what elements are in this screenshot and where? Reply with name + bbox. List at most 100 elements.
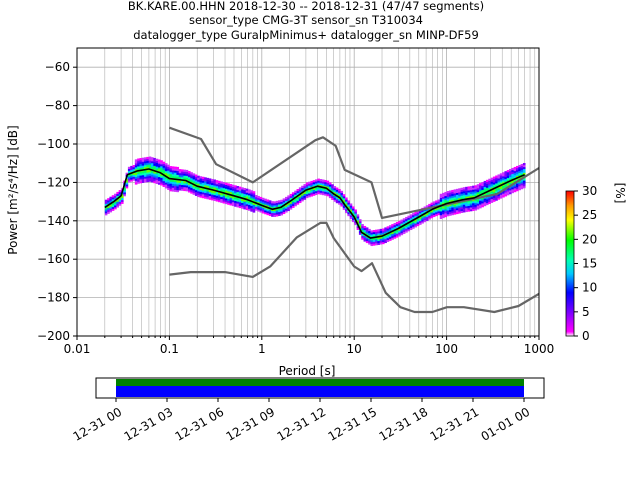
heatmap-cell (303, 186, 307, 189)
heatmap-cell (139, 163, 143, 167)
heatmap-cell (416, 223, 420, 227)
heatmap-cell (137, 158, 140, 161)
heatmap-cell (153, 157, 156, 161)
heatmap-cell (349, 203, 353, 206)
heatmap-cell (227, 200, 230, 203)
heatmap-cell (513, 172, 517, 175)
heatmap-cell (402, 229, 406, 233)
heatmap-cell (453, 198, 457, 202)
heatmap-cell (303, 197, 307, 200)
heatmap-cell (319, 188, 323, 191)
heatmap-cell (178, 171, 182, 174)
heatmap-cell (476, 186, 480, 189)
heatmap-cell (405, 226, 408, 229)
heatmap-cell (388, 238, 392, 241)
heatmap-cell (363, 235, 367, 238)
heatmap-cell (315, 179, 318, 182)
heatmap-cell (495, 183, 498, 186)
heatmap-cell (275, 214, 279, 217)
heatmap-cell (435, 213, 438, 217)
heatmap-cell (518, 182, 521, 185)
heatmap-cell (370, 243, 374, 247)
heatmap-cell (462, 194, 466, 198)
heatmap-cell (208, 197, 212, 200)
heatmap-cell (155, 177, 159, 181)
heatmap-cell (148, 173, 152, 177)
heatmap-cell (120, 193, 124, 197)
heatmap-cell (405, 228, 408, 231)
heatmap-cell (231, 192, 235, 195)
heatmap-cell (349, 207, 353, 210)
heatmap-cell (190, 174, 193, 177)
heatmap-cell (446, 200, 450, 203)
heatmap-cell (204, 181, 207, 184)
heatmap-cell (215, 195, 219, 198)
heatmap-cell (153, 171, 156, 174)
heatmap-cell (208, 180, 212, 183)
heatmap-cell (134, 168, 138, 172)
heatmap-cell (114, 195, 117, 198)
heatmap-cell (340, 202, 344, 205)
heatmap-cell (111, 208, 115, 211)
heatmap-cell (328, 195, 332, 199)
heatmap-cell (181, 175, 184, 178)
heatmap-cell (162, 178, 166, 182)
heatmap-cell (164, 180, 168, 183)
heatmap-cell (213, 181, 216, 184)
heatmap-cell (213, 198, 216, 201)
heatmap-cell (278, 213, 281, 216)
heatmap-cell (515, 175, 519, 178)
heatmap-cell (342, 207, 346, 210)
heatmap-cell (192, 186, 196, 190)
heatmap-cell (345, 201, 348, 204)
heatmap-cell (407, 217, 411, 220)
heatmap-cell (432, 214, 436, 218)
heatmap-cell (238, 194, 242, 197)
heatmap-cell (317, 182, 320, 185)
heatmap-cell (162, 180, 166, 184)
heatmap-cell (273, 212, 277, 216)
heatmap-cell (435, 211, 438, 215)
title-line-2: sensor_type CMG-3T sensor_sn T310034 (189, 13, 423, 27)
heatmap-cell (250, 197, 253, 201)
heatmap-cell (351, 219, 355, 223)
heatmap-cell (416, 210, 420, 213)
title-line-1: BK.KARE.00.HHN 2018-12-30 -- 2018-12-31 … (128, 0, 484, 13)
heatmap-cell (127, 180, 131, 183)
heatmap-cell (197, 187, 200, 190)
heatmap-cell (137, 173, 140, 177)
heatmap-cell (160, 160, 163, 163)
heatmap-cell (298, 191, 302, 194)
heatmap-cell (488, 188, 491, 191)
heatmap-cell (467, 199, 471, 203)
heatmap-cell (511, 173, 514, 176)
heatmap-cell (280, 201, 283, 204)
heatmap-cell (465, 209, 468, 213)
heatmap-cell (194, 187, 198, 191)
heatmap-cell (515, 188, 519, 192)
heatmap-cell (485, 197, 489, 200)
heatmap-cell (368, 234, 371, 237)
heatmap-cell (176, 180, 180, 183)
heatmap-cell (141, 159, 145, 162)
heatmap-cell (416, 220, 420, 223)
heatmap-cell (250, 207, 253, 210)
heatmap-cell (518, 188, 521, 191)
heatmap-cell (257, 205, 260, 208)
heatmap-cell (428, 211, 431, 214)
heatmap-cell (312, 189, 316, 192)
heatmap-cell (379, 230, 383, 234)
heatmap-cell (176, 176, 180, 179)
heatmap-cell (282, 206, 286, 209)
heatmap-cell (271, 206, 274, 210)
heatmap-cell (354, 222, 357, 226)
heatmap-cell (423, 214, 427, 217)
heatmap-cell (268, 211, 272, 215)
heatmap-cell (275, 208, 279, 211)
heatmap-cell (405, 216, 408, 220)
heatmap-cell (284, 196, 288, 200)
heatmap-cell (502, 187, 505, 190)
heatmap-cell (453, 197, 457, 200)
heatmap-cell (469, 201, 473, 204)
heatmap-cell (414, 221, 417, 224)
